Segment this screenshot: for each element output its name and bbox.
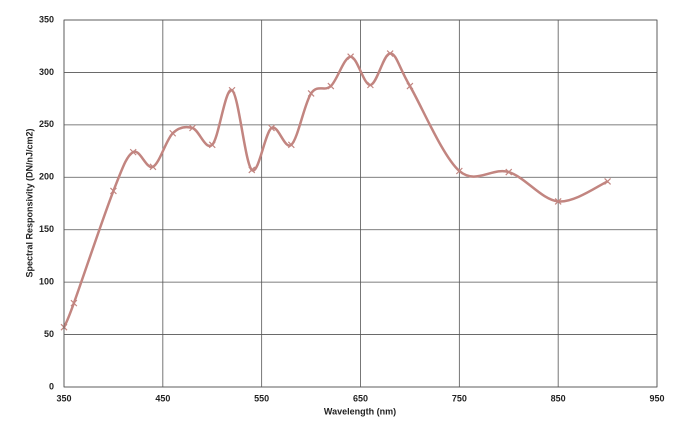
y-tick-label: 50 bbox=[44, 329, 54, 339]
data-point bbox=[455, 167, 463, 175]
data-point bbox=[70, 299, 78, 307]
x-tick-label: 350 bbox=[56, 393, 71, 403]
data-point bbox=[268, 124, 275, 132]
series-line bbox=[62, 52, 609, 328]
x-axis-label: Wavelength (nm) bbox=[324, 406, 396, 416]
data-point bbox=[228, 86, 236, 94]
data-point bbox=[109, 187, 117, 195]
data-point bbox=[248, 166, 256, 174]
x-tick-label: 650 bbox=[353, 393, 368, 403]
data-point bbox=[406, 82, 414, 90]
data-point bbox=[307, 89, 315, 97]
plot-border bbox=[63, 19, 658, 388]
data-point bbox=[169, 129, 177, 137]
data-point bbox=[208, 141, 216, 149]
data-point bbox=[327, 82, 335, 90]
x-tick-label: 550 bbox=[254, 393, 269, 403]
x-tick-label: 950 bbox=[649, 393, 664, 403]
data-point bbox=[366, 81, 374, 89]
y-axis-label: Spectral Responsivity (DN/nJ/cm2) bbox=[24, 128, 34, 277]
y-tick-label: 0 bbox=[49, 381, 54, 391]
y-tick-label: 100 bbox=[39, 277, 54, 287]
y-tick-label: 150 bbox=[39, 224, 54, 234]
data-point bbox=[149, 163, 157, 171]
x-tick-label: 750 bbox=[452, 393, 467, 403]
data-point bbox=[386, 50, 394, 57]
x-tick-label: 450 bbox=[155, 393, 170, 403]
data-point bbox=[505, 168, 513, 176]
data-point bbox=[287, 141, 295, 149]
y-tick-label: 200 bbox=[39, 172, 54, 182]
data-point bbox=[554, 197, 562, 205]
x-tick-label: 850 bbox=[551, 393, 566, 403]
y-tick-label: 250 bbox=[39, 119, 54, 129]
data-point bbox=[189, 124, 196, 132]
y-tick-label: 350 bbox=[39, 14, 54, 24]
y-tick-label: 300 bbox=[39, 67, 54, 77]
data-point bbox=[604, 178, 612, 185]
data-point bbox=[129, 148, 137, 156]
data-point bbox=[347, 53, 355, 61]
